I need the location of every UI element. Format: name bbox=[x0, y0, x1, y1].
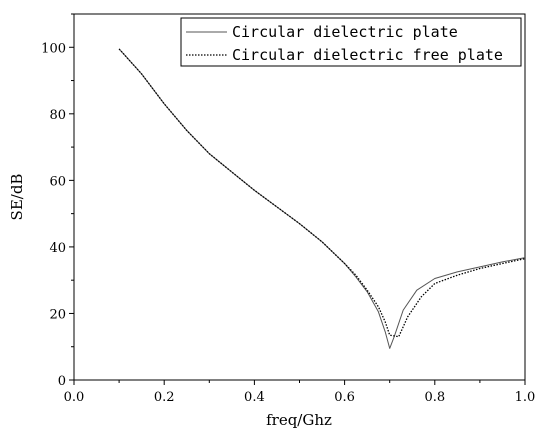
x-tick-label: 0.4 bbox=[244, 390, 265, 405]
series-line-dotted bbox=[118, 48, 526, 338]
y-tick-label: 100 bbox=[41, 41, 66, 56]
x-tick-label: 1.0 bbox=[515, 390, 536, 405]
series-line-solid bbox=[118, 48, 526, 349]
y-tick-label: 60 bbox=[49, 174, 66, 189]
x-tick-label: 0.8 bbox=[424, 390, 445, 405]
y-axis-label: SE/dB bbox=[8, 174, 26, 221]
legend-box bbox=[180, 17, 522, 67]
axis-tick-labels: 0.0 0.2 0.4 0.6 0.8 1.0 0 20 40 60 80 100 bbox=[41, 41, 535, 405]
y-tick-label: 40 bbox=[49, 241, 66, 256]
x-tick-label: 0.0 bbox=[64, 390, 85, 405]
y-tick-label: 80 bbox=[49, 108, 66, 123]
y-tick-label: 0 bbox=[58, 374, 66, 389]
x-axis-label: freq/Ghz bbox=[266, 411, 332, 429]
legend: Circular dielectric plate Circular diele… bbox=[180, 17, 522, 67]
axis-ticks bbox=[69, 13, 526, 385]
y-tick-label: 20 bbox=[49, 307, 66, 322]
x-tick-label: 0.2 bbox=[154, 390, 175, 405]
plot-frame bbox=[73, 13, 526, 381]
legend-label-circular-dielectric-free-plate: Circular dielectric free plate bbox=[232, 46, 503, 64]
series-layer bbox=[118, 48, 526, 349]
legend-label-circular-dielectric-plate: Circular dielectric plate bbox=[232, 23, 458, 41]
x-tick-label: 0.6 bbox=[334, 390, 355, 405]
